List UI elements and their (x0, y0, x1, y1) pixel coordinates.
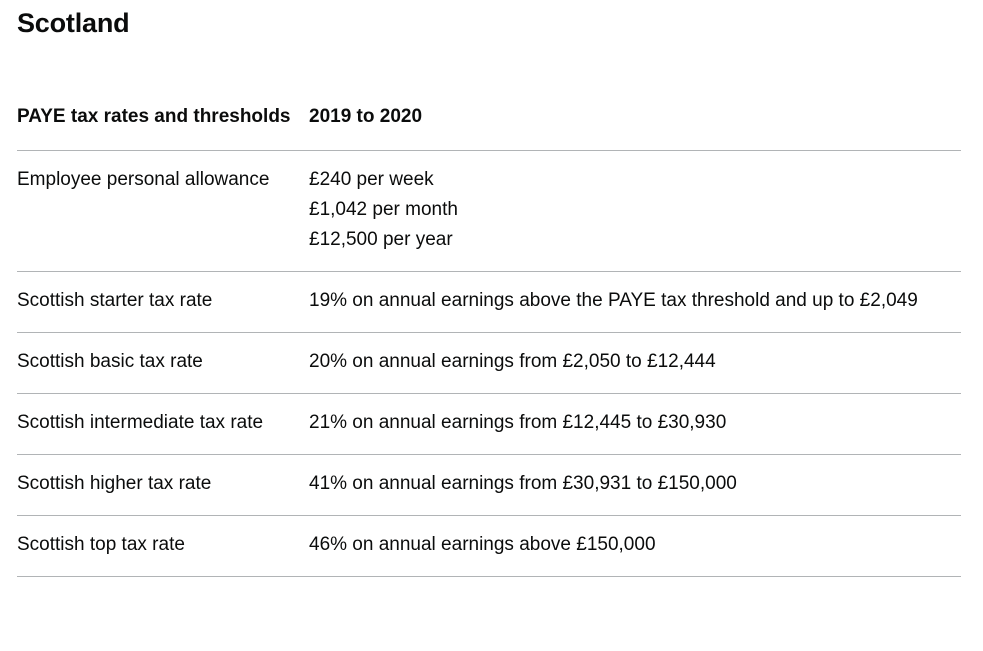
row-value: 21% on annual earnings from £12,445 to £… (309, 393, 961, 455)
row-value: 19% on annual earnings above the PAYE ta… (309, 271, 961, 333)
page-content: Scotland PAYE tax rates and thresholds 2… (17, 0, 961, 577)
row-label: Employee personal allowance (17, 150, 309, 272)
row-label: Scottish starter tax rate (17, 271, 309, 333)
section-heading: Scotland (17, 8, 130, 38)
row-label: Scottish intermediate tax rate (17, 393, 309, 455)
column-header-year: 2019 to 2020 (309, 96, 961, 151)
table-row: Scottish higher tax rate 41% on annual e… (17, 454, 961, 516)
row-value-line: £240 per week (309, 169, 434, 190)
row-value: 20% on annual earnings from £2,050 to £1… (309, 332, 961, 394)
table-row: Employee personal allowance £240 per wee… (17, 150, 961, 272)
row-value: 41% on annual earnings from £30,931 to £… (309, 454, 961, 516)
column-header-rates: PAYE tax rates and thresholds (17, 96, 309, 151)
paye-tax-table: PAYE tax rates and thresholds 2019 to 20… (17, 96, 961, 577)
row-value-line: £12,500 per year (309, 229, 453, 250)
table-header-row: PAYE tax rates and thresholds 2019 to 20… (17, 96, 961, 151)
row-value: £240 per week £1,042 per month £12,500 p… (309, 150, 961, 272)
row-label: Scottish top tax rate (17, 515, 309, 577)
table-row: Scottish starter tax rate 19% on annual … (17, 271, 961, 333)
table-body: Employee personal allowance £240 per wee… (17, 150, 961, 577)
row-label: Scottish higher tax rate (17, 454, 309, 516)
row-value: 46% on annual earnings above £150,000 (309, 515, 961, 577)
row-value-line: £1,042 per month (309, 199, 458, 220)
table-row: Scottish intermediate tax rate 21% on an… (17, 393, 961, 455)
row-label: Scottish basic tax rate (17, 332, 309, 394)
table-header: PAYE tax rates and thresholds 2019 to 20… (17, 96, 961, 151)
table-row: Scottish top tax rate 46% on annual earn… (17, 515, 961, 577)
table-row: Scottish basic tax rate 20% on annual ea… (17, 332, 961, 394)
